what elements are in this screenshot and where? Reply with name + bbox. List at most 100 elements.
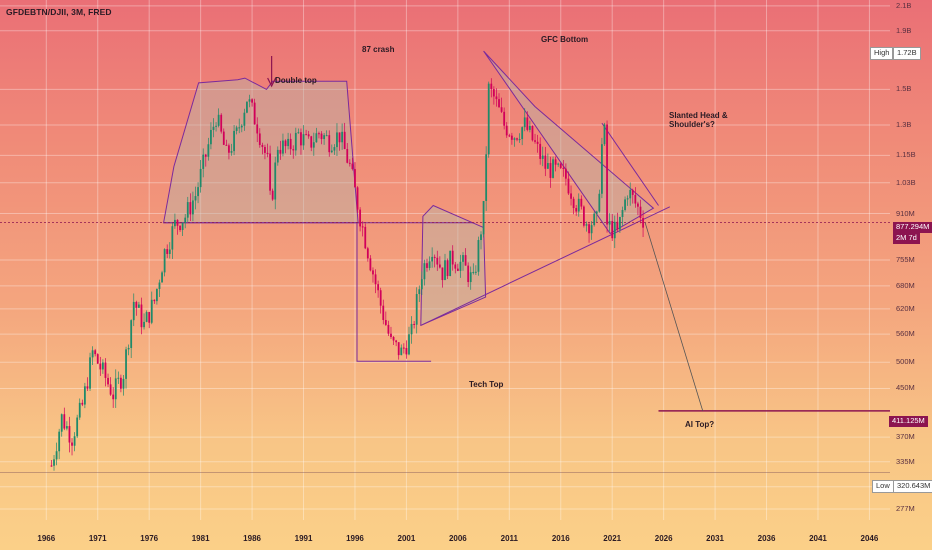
y-tick-label: 335M bbox=[896, 456, 915, 466]
candle-body bbox=[351, 163, 354, 170]
candle-body bbox=[583, 206, 585, 226]
x-tick-label: 2021 bbox=[603, 534, 622, 543]
candle-body bbox=[377, 284, 380, 291]
x-tick-label: 2011 bbox=[500, 534, 518, 543]
x-tick-label: 2026 bbox=[654, 534, 673, 543]
candle-body bbox=[305, 134, 307, 136]
candle-body bbox=[366, 248, 369, 259]
x-tick-label: 2016 bbox=[551, 534, 570, 543]
candle-body bbox=[266, 152, 269, 154]
annotation-slanted-line1: Slanted Head & bbox=[669, 111, 728, 120]
double-top-pattern bbox=[163, 77, 359, 224]
candle-body bbox=[212, 126, 215, 130]
candle-body bbox=[559, 163, 562, 168]
candle-body bbox=[420, 279, 423, 290]
candle-body bbox=[464, 255, 467, 266]
candle-body bbox=[156, 288, 158, 302]
chart-title[interactable]: GFDEBTN/DJII, 3M, FRED bbox=[6, 7, 112, 17]
candle-body bbox=[477, 240, 480, 272]
crash-arrow-head bbox=[267, 77, 277, 88]
annotation-ai-top: AI Top? bbox=[685, 420, 715, 429]
candle-body bbox=[122, 378, 125, 389]
candle-body bbox=[248, 99, 251, 102]
candle-body bbox=[359, 209, 362, 227]
candle-body bbox=[418, 289, 421, 295]
high-value-tag: 1.72B bbox=[893, 47, 921, 60]
gfc-triangle bbox=[483, 50, 655, 235]
candle-body bbox=[171, 226, 174, 250]
candle-body bbox=[274, 162, 277, 200]
candle-body bbox=[194, 196, 197, 201]
x-tick-label: 1971 bbox=[88, 534, 107, 543]
candle-body bbox=[114, 378, 117, 400]
candle-body bbox=[348, 162, 351, 164]
candle-body bbox=[526, 117, 529, 130]
candle-body bbox=[81, 402, 84, 405]
candle-body bbox=[364, 226, 367, 249]
candle-body bbox=[315, 133, 318, 143]
y-tick-label: 1.9B bbox=[896, 25, 912, 35]
annotation-slanted-line2: Shoulder's? bbox=[669, 120, 715, 130]
y-tick-label: 1.15B bbox=[896, 150, 916, 160]
candle-body bbox=[469, 272, 472, 283]
annotation-gfc-bottom: GFC Bottom bbox=[541, 35, 589, 44]
x-tick-label: 1986 bbox=[243, 534, 261, 543]
candle-body bbox=[431, 256, 434, 262]
candle-body bbox=[78, 402, 81, 418]
candle-body bbox=[446, 260, 449, 277]
y-tick-label: 450M bbox=[896, 383, 915, 393]
candle-body bbox=[428, 261, 431, 268]
candle-body bbox=[523, 117, 526, 128]
y-tick-label: 500M bbox=[896, 357, 915, 367]
candle-body bbox=[575, 208, 578, 212]
candle-body bbox=[197, 187, 199, 197]
y-tick-label: 680M bbox=[896, 280, 915, 290]
candle-body bbox=[132, 301, 135, 321]
candle-body bbox=[186, 202, 189, 218]
candle-body bbox=[161, 272, 163, 283]
candle-body bbox=[400, 347, 403, 356]
tech-top-box bbox=[356, 222, 432, 362]
candle-body bbox=[176, 219, 179, 226]
candle-body bbox=[104, 362, 107, 378]
candle-body bbox=[94, 350, 97, 355]
candle-body bbox=[50, 465, 53, 467]
candle-body bbox=[577, 198, 580, 212]
candle-body bbox=[310, 136, 313, 148]
current-price-tag: 877.294M bbox=[893, 222, 932, 233]
candle-body bbox=[585, 224, 588, 226]
candle-body bbox=[287, 138, 289, 147]
candle-body bbox=[83, 386, 86, 405]
candle-body bbox=[117, 377, 120, 379]
candle-body bbox=[505, 125, 508, 136]
candle-body bbox=[415, 294, 418, 325]
candle-body bbox=[408, 334, 410, 355]
candle-body bbox=[500, 107, 503, 112]
y-tick-label: 1.03B bbox=[896, 177, 916, 187]
candle-body bbox=[382, 305, 385, 320]
candle-body bbox=[598, 193, 601, 212]
candle-body bbox=[294, 132, 297, 151]
candle-body bbox=[181, 222, 184, 231]
candle-body bbox=[554, 159, 557, 165]
target-price-tag: 411.125M bbox=[889, 416, 928, 427]
candle-body bbox=[89, 357, 91, 389]
candle-body bbox=[454, 264, 457, 269]
candle-body bbox=[510, 135, 513, 140]
candle-body bbox=[459, 261, 462, 271]
candle-body bbox=[384, 319, 387, 325]
candle-body bbox=[593, 213, 596, 226]
countdown-tag: 2M 7d bbox=[893, 233, 920, 244]
candle-body bbox=[153, 299, 156, 302]
candle-body bbox=[456, 268, 459, 271]
candle-body bbox=[202, 154, 205, 169]
candle-body bbox=[572, 198, 575, 209]
candle-body bbox=[387, 324, 390, 334]
candle-body bbox=[595, 211, 598, 214]
candle-body bbox=[174, 219, 176, 227]
candle-body bbox=[289, 138, 292, 150]
candle-body bbox=[472, 272, 475, 274]
candle-body bbox=[140, 304, 143, 328]
candle-body bbox=[564, 168, 567, 179]
